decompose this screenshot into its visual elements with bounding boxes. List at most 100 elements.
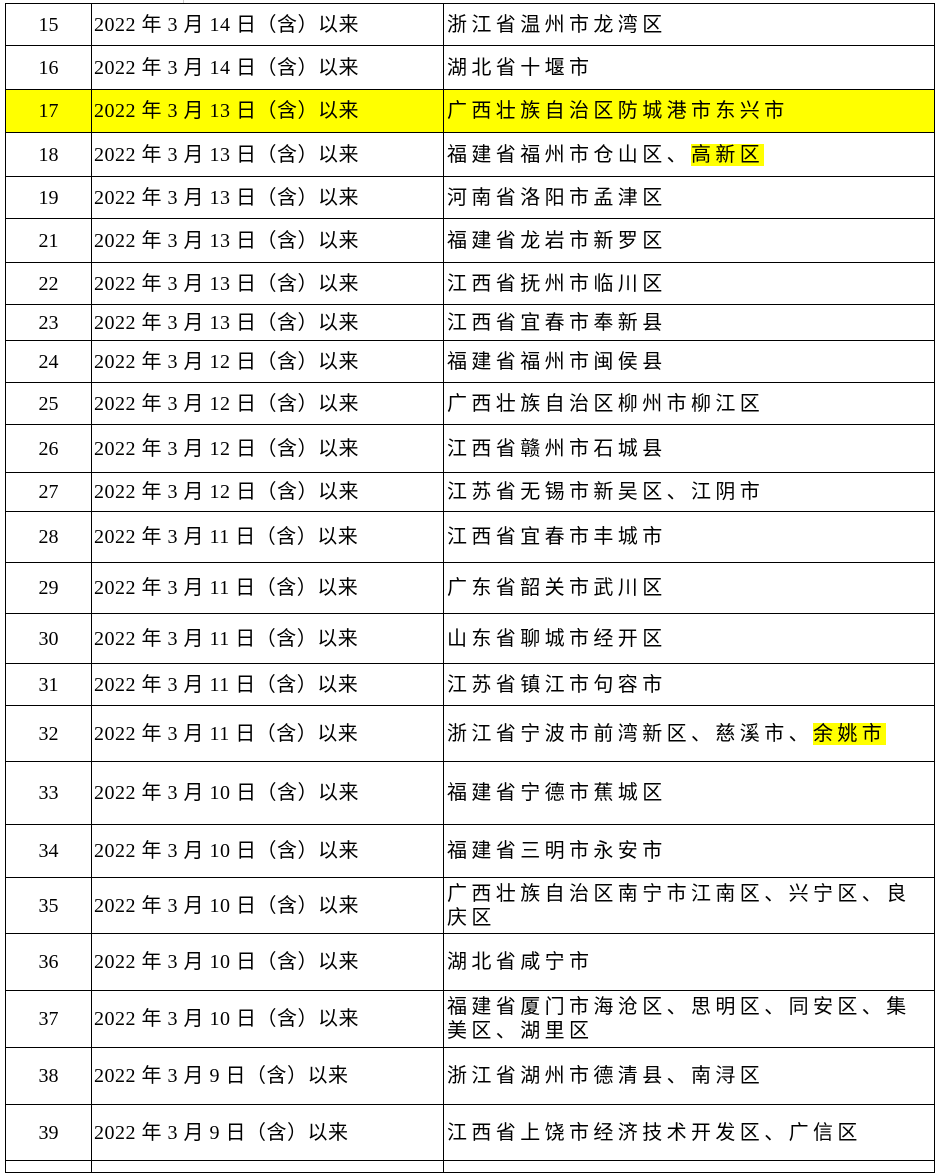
area-text: 江西省上饶市经济技术开发区、广信区 xyxy=(447,1121,862,1144)
row-number: 15 xyxy=(5,3,92,46)
area-text: 山东省聊城市经开区 xyxy=(447,627,667,650)
table-row: 27 2022 年 3 月 12 日（含）以来 江苏省无锡市新吴区、江阴市 xyxy=(5,472,935,512)
table-row: 36 2022 年 3 月 10 日（含）以来 湖北省咸宁市 xyxy=(5,933,935,991)
table-row: 34 2022 年 3 月 10 日（含）以来 福建省三明市永安市 xyxy=(5,824,935,878)
area-name: 福建省福州市闽侯县 xyxy=(443,340,935,383)
start-date: 2022 年 3 月 11 日（含）以来 xyxy=(91,705,444,762)
area-text: 福建省福州市闽侯县 xyxy=(447,350,667,373)
area-text: 广西壮族自治区南宁市江南区、兴宁区、良庆区 xyxy=(447,882,911,929)
table-row: 16 2022 年 3 月 14 日（含）以来 湖北省十堰市 xyxy=(5,45,935,90)
table-row: 31 2022 年 3 月 11 日（含）以来 江苏省镇江市句容市 xyxy=(5,663,935,706)
table-row: 18 2022 年 3 月 13 日（含）以来 福建省福州市仓山区、高新区 xyxy=(5,132,935,177)
start-date: 2022 年 3 月 13 日（含）以来 xyxy=(91,132,444,177)
start-date: 2022 年 3 月 9 日（含）以来 xyxy=(91,1104,444,1161)
area-text: 河南省洛阳市孟津区 xyxy=(447,186,667,209)
table-row: 24 2022 年 3 月 12 日（含）以来 福建省福州市闽侯县 xyxy=(5,340,935,383)
table-row xyxy=(5,1160,935,1173)
area-name: 广西壮族自治区南宁市江南区、兴宁区、良庆区 xyxy=(443,877,935,934)
area-text: 福建省厦门市海沧区、思明区、同安区、集美区、湖里区 xyxy=(447,996,911,1042)
row-number: 30 xyxy=(5,613,92,664)
start-date: 2022 年 3 月 11 日（含）以来 xyxy=(91,511,444,563)
row-number: 28 xyxy=(5,511,92,563)
table-row: 30 2022 年 3 月 11 日（含）以来 山东省聊城市经开区 xyxy=(5,613,935,664)
start-date: 2022 年 3 月 11 日（含）以来 xyxy=(91,663,444,706)
start-date: 2022 年 3 月 11 日（含）以来 xyxy=(91,613,444,664)
table-row: 21 2022 年 3 月 13 日（含）以来 福建省龙岩市新罗区 xyxy=(5,218,935,263)
area-text: 江苏省镇江市句容市 xyxy=(447,673,667,696)
area-name: 江西省抚州市临川区 xyxy=(443,262,935,305)
row-number: 25 xyxy=(5,382,92,425)
row-number: 38 xyxy=(5,1047,92,1105)
start-date: 2022 年 3 月 10 日（含）以来 xyxy=(91,933,444,991)
area-name: 江西省宜春市奉新县 xyxy=(443,304,935,341)
area-text: 广西壮族自治区防城港市东兴市 xyxy=(447,100,789,122)
highlighted-text: 余姚市 xyxy=(813,722,887,745)
area-name: 湖北省咸宁市 xyxy=(443,933,935,991)
area-text: 江西省宜春市奉新县 xyxy=(447,311,667,334)
area-name: 江西省赣州市石城县 xyxy=(443,424,935,473)
start-date: 2022 年 3 月 13 日（含）以来 xyxy=(91,218,444,263)
row-number: 26 xyxy=(5,424,92,473)
area-name: 广东省韶关市武川区 xyxy=(443,562,935,614)
table-row: 19 2022 年 3 月 13 日（含）以来 河南省洛阳市孟津区 xyxy=(5,176,935,219)
area-name: 浙江省宁波市前湾新区、慈溪市、余姚市 xyxy=(443,705,935,762)
start-date: 2022 年 3 月 13 日（含）以来 xyxy=(91,89,444,133)
row-number: 18 xyxy=(5,132,92,177)
area-name: 江西省宜春市丰城市 xyxy=(443,511,935,563)
start-date: 2022 年 3 月 13 日（含）以来 xyxy=(91,304,444,341)
area-name: 广西壮族自治区防城港市东兴市 xyxy=(443,89,935,133)
row-number: 24 xyxy=(5,340,92,383)
table-row: 33 2022 年 3 月 10 日（含）以来 福建省宁德市蕉城区 xyxy=(5,761,935,825)
area-text: 湖北省咸宁市 xyxy=(447,951,594,973)
row-number: 21 xyxy=(5,218,92,263)
table-row: 28 2022 年 3 月 11 日（含）以来 江西省宜春市丰城市 xyxy=(5,511,935,563)
area-text: 福建省三明市永安市 xyxy=(447,840,667,862)
row-number: 35 xyxy=(5,877,92,934)
row-number: 23 xyxy=(5,304,92,341)
start-date: 2022 年 3 月 10 日（含）以来 xyxy=(91,761,444,825)
area-text: 广西壮族自治区柳州市柳江区 xyxy=(447,392,765,415)
row-number: 22 xyxy=(5,262,92,305)
table-row: 23 2022 年 3 月 13 日（含）以来 江西省宜春市奉新县 xyxy=(5,304,935,341)
table-row: 35 2022 年 3 月 10 日（含）以来 广西壮族自治区南宁市江南区、兴宁区、… xyxy=(5,877,935,934)
table-row: 17 2022 年 3 月 13 日（含）以来 广西壮族自治区防城港市东兴市 xyxy=(5,89,935,133)
start-date: 2022 年 3 月 10 日（含）以来 xyxy=(91,824,444,878)
area-text: 浙江省宁波市前湾新区、慈溪市、 xyxy=(447,722,813,745)
area-name: 福建省龙岩市新罗区 xyxy=(443,218,935,263)
start-date: 2022 年 3 月 10 日（含）以来 xyxy=(91,877,444,934)
row-number: 34 xyxy=(5,824,92,878)
table-row: 26 2022 年 3 月 12 日（含）以来 江西省赣州市石城县 xyxy=(5,424,935,473)
row-number: 19 xyxy=(5,176,92,219)
area-name: 广西壮族自治区柳州市柳江区 xyxy=(443,382,935,425)
empty-cell xyxy=(91,1160,444,1173)
area-name: 福建省宁德市蕉城区 xyxy=(443,761,935,825)
area-name: 山东省聊城市经开区 xyxy=(443,613,935,664)
table-row: 25 2022 年 3 月 12 日（含）以来 广西壮族自治区柳州市柳江区 xyxy=(5,382,935,425)
start-date: 2022 年 3 月 11 日（含）以来 xyxy=(91,562,444,614)
area-text: 福建省宁德市蕉城区 xyxy=(447,782,667,804)
area-text: 广东省韶关市武川区 xyxy=(447,577,667,599)
highlighted-text: 高新区 xyxy=(691,143,765,166)
area-text: 福建省龙岩市新罗区 xyxy=(447,229,667,252)
start-date: 2022 年 3 月 13 日（含）以来 xyxy=(91,262,444,305)
empty-cell xyxy=(443,1160,935,1173)
divider xyxy=(183,0,184,3)
area-name: 河南省洛阳市孟津区 xyxy=(443,176,935,219)
area-text: 江西省宜春市丰城市 xyxy=(447,526,667,548)
area-text: 湖北省十堰市 xyxy=(447,56,594,79)
table-row: 38 2022 年 3 月 9 日（含）以来 浙江省湖州市德清县、南浔区 xyxy=(5,1047,935,1105)
region-table: 15 2022 年 3 月 14 日（含）以来 浙江省温州市龙湾区 16 2022 年 … xyxy=(5,3,935,1173)
row-number: 33 xyxy=(5,761,92,825)
table-row: 32 2022 年 3 月 11 日（含）以来 浙江省宁波市前湾新区、慈溪市、余姚市 xyxy=(5,705,935,762)
table-row: 37 2022 年 3 月 10 日（含）以来 福建省厦门市海沧区、思明区、同安区、… xyxy=(5,990,935,1048)
area-name: 江苏省无锡市新吴区、江阴市 xyxy=(443,472,935,512)
area-text: 浙江省温州市龙湾区 xyxy=(447,13,667,36)
area-name: 福建省三明市永安市 xyxy=(443,824,935,878)
row-number: 17 xyxy=(5,89,92,133)
row-number: 36 xyxy=(5,933,92,991)
row-number: 37 xyxy=(5,990,92,1048)
row-number: 31 xyxy=(5,663,92,706)
area-name: 浙江省温州市龙湾区 xyxy=(443,3,935,46)
start-date: 2022 年 3 月 14 日（含）以来 xyxy=(91,45,444,90)
empty-cell xyxy=(5,1160,92,1173)
